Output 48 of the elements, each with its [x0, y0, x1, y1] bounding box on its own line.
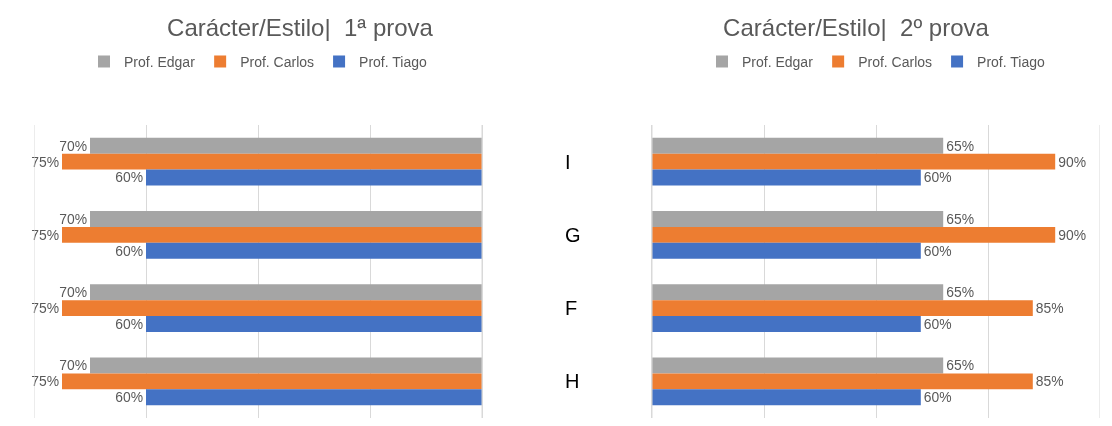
- bar: [652, 211, 944, 227]
- data-label: 70%: [59, 357, 87, 374]
- bar: [652, 242, 921, 259]
- bar: [652, 357, 944, 374]
- data-label: 60%: [923, 169, 952, 186]
- y-tick-label: H: [565, 370, 580, 393]
- data-label: 60%: [115, 169, 143, 186]
- data-label: 90%: [1058, 226, 1086, 243]
- data-label: 60%: [923, 389, 952, 406]
- legend-label: Prof. Carlos: [240, 53, 315, 70]
- data-label: 75%: [31, 226, 59, 243]
- data-label: 65%: [946, 357, 974, 374]
- data-label: 90%: [1058, 153, 1086, 170]
- data-label: 85%: [1035, 373, 1064, 390]
- legend-label: Prof. Edgar: [742, 53, 814, 70]
- y-tick-label: I: [565, 150, 571, 173]
- data-label: 65%: [946, 137, 974, 154]
- data-label: 60%: [923, 315, 952, 332]
- legend-label: Prof. Edgar: [124, 53, 196, 70]
- bar: [652, 153, 1056, 170]
- data-label: 75%: [31, 300, 59, 317]
- bar: [652, 169, 921, 186]
- bar: [652, 389, 921, 406]
- y-tick-label: G: [565, 223, 581, 246]
- legend-label: Prof. Tiago: [977, 53, 1045, 70]
- data-label: 70%: [59, 210, 87, 227]
- chart-title: Carácter/Estilo| 2º prova: [723, 13, 990, 41]
- data-label: 60%: [115, 315, 143, 332]
- data-label: 60%: [923, 242, 952, 259]
- bar: [652, 316, 921, 332]
- bar: [652, 373, 1033, 390]
- y-tick-label: F: [565, 297, 578, 320]
- legend-label: Prof. Carlos: [858, 53, 933, 70]
- data-label: 60%: [115, 389, 143, 406]
- data-label: 75%: [31, 153, 59, 170]
- legend-label: Prof. Tiago: [359, 53, 427, 70]
- data-label: 65%: [946, 284, 974, 301]
- data-label: 75%: [31, 373, 59, 390]
- data-label: 60%: [115, 242, 143, 259]
- bar: [652, 300, 1033, 317]
- bar: [652, 284, 944, 301]
- bar: [652, 226, 1056, 243]
- data-label: 70%: [59, 284, 87, 301]
- data-label: 85%: [1035, 300, 1064, 317]
- bar: [652, 137, 944, 154]
- data-label: 70%: [59, 137, 87, 154]
- data-label: 65%: [946, 210, 974, 227]
- chart-title: Carácter/Estilo| 1ª prova: [167, 13, 434, 41]
